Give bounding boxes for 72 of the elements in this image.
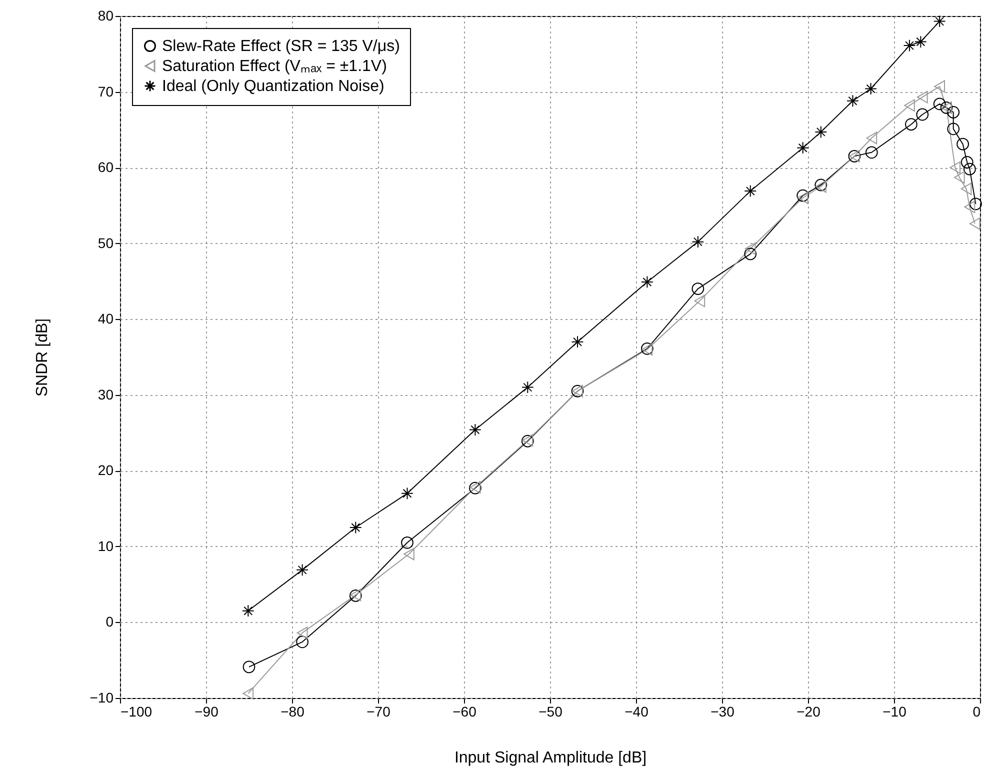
legend-label: Saturation Effect (Vₘₐₓ = ±1.1V) <box>162 58 387 75</box>
y-tick-label: 30 <box>98 386 114 402</box>
point <box>296 626 308 640</box>
point <box>960 156 974 168</box>
legend-label: Slew-Rate Effect (SR = 135 V/μs) <box>162 38 400 55</box>
point <box>866 132 878 144</box>
point <box>640 276 654 288</box>
point <box>864 82 877 95</box>
point <box>934 80 946 93</box>
point <box>916 108 929 121</box>
point <box>865 146 878 159</box>
point <box>947 106 960 118</box>
point <box>744 242 756 255</box>
y-tick-label: 60 <box>98 159 114 176</box>
point <box>296 636 309 648</box>
x-tick-label: 0 <box>972 704 981 720</box>
legend-label: Ideal (Only Quantization Noise) <box>162 78 384 95</box>
x-tick-label: −100 <box>120 704 152 720</box>
point <box>692 282 704 295</box>
point <box>814 126 828 138</box>
y-tick-label: 50 <box>98 234 114 251</box>
point <box>401 536 414 549</box>
point <box>242 604 254 618</box>
x-tick-label: −50 <box>538 704 563 720</box>
point <box>521 381 534 394</box>
point <box>571 336 584 348</box>
point <box>947 122 960 136</box>
point <box>960 182 972 195</box>
point <box>349 521 362 534</box>
y-axis-title: SNDR [dB] <box>34 318 51 397</box>
point <box>969 217 980 230</box>
point <box>963 162 976 176</box>
x-tick-label: −40 <box>624 704 649 720</box>
x-tick-label: −30 <box>710 704 735 720</box>
x-tick-label: −70 <box>366 704 391 720</box>
point <box>933 15 946 28</box>
x-tick-label: −20 <box>796 704 821 720</box>
point <box>956 138 969 150</box>
point <box>933 98 946 110</box>
x-axis-title: Input Signal Amplitude [dB] <box>454 750 647 766</box>
x-tick-label: −10 <box>882 704 907 720</box>
y-tick-label: 0 <box>106 614 114 630</box>
point <box>954 171 965 184</box>
point <box>468 424 482 436</box>
point <box>970 198 982 210</box>
point <box>916 90 928 104</box>
y-tick-label: −10 <box>90 690 114 706</box>
point <box>846 94 859 108</box>
point <box>905 118 918 131</box>
point <box>950 161 960 174</box>
point <box>904 99 915 112</box>
point <box>242 687 254 700</box>
point <box>796 142 810 154</box>
point <box>401 487 414 500</box>
point <box>796 189 810 202</box>
point <box>694 294 706 308</box>
point <box>744 184 757 198</box>
x-tick-label: −90 <box>194 704 219 720</box>
y-tick-label: 10 <box>98 538 114 554</box>
point <box>744 248 757 260</box>
point <box>404 548 414 560</box>
x-tick-label: −60 <box>452 704 477 720</box>
y-tick-label: 40 <box>98 310 114 327</box>
point <box>797 192 808 204</box>
x-tick-label: −80 <box>280 704 305 720</box>
point <box>964 200 976 214</box>
y-tick-label: 20 <box>98 462 114 478</box>
point <box>296 564 309 576</box>
point <box>242 660 256 674</box>
point <box>692 236 704 248</box>
y-tick-label: 70 <box>98 83 114 100</box>
y-tick-label: 80 <box>98 8 114 24</box>
